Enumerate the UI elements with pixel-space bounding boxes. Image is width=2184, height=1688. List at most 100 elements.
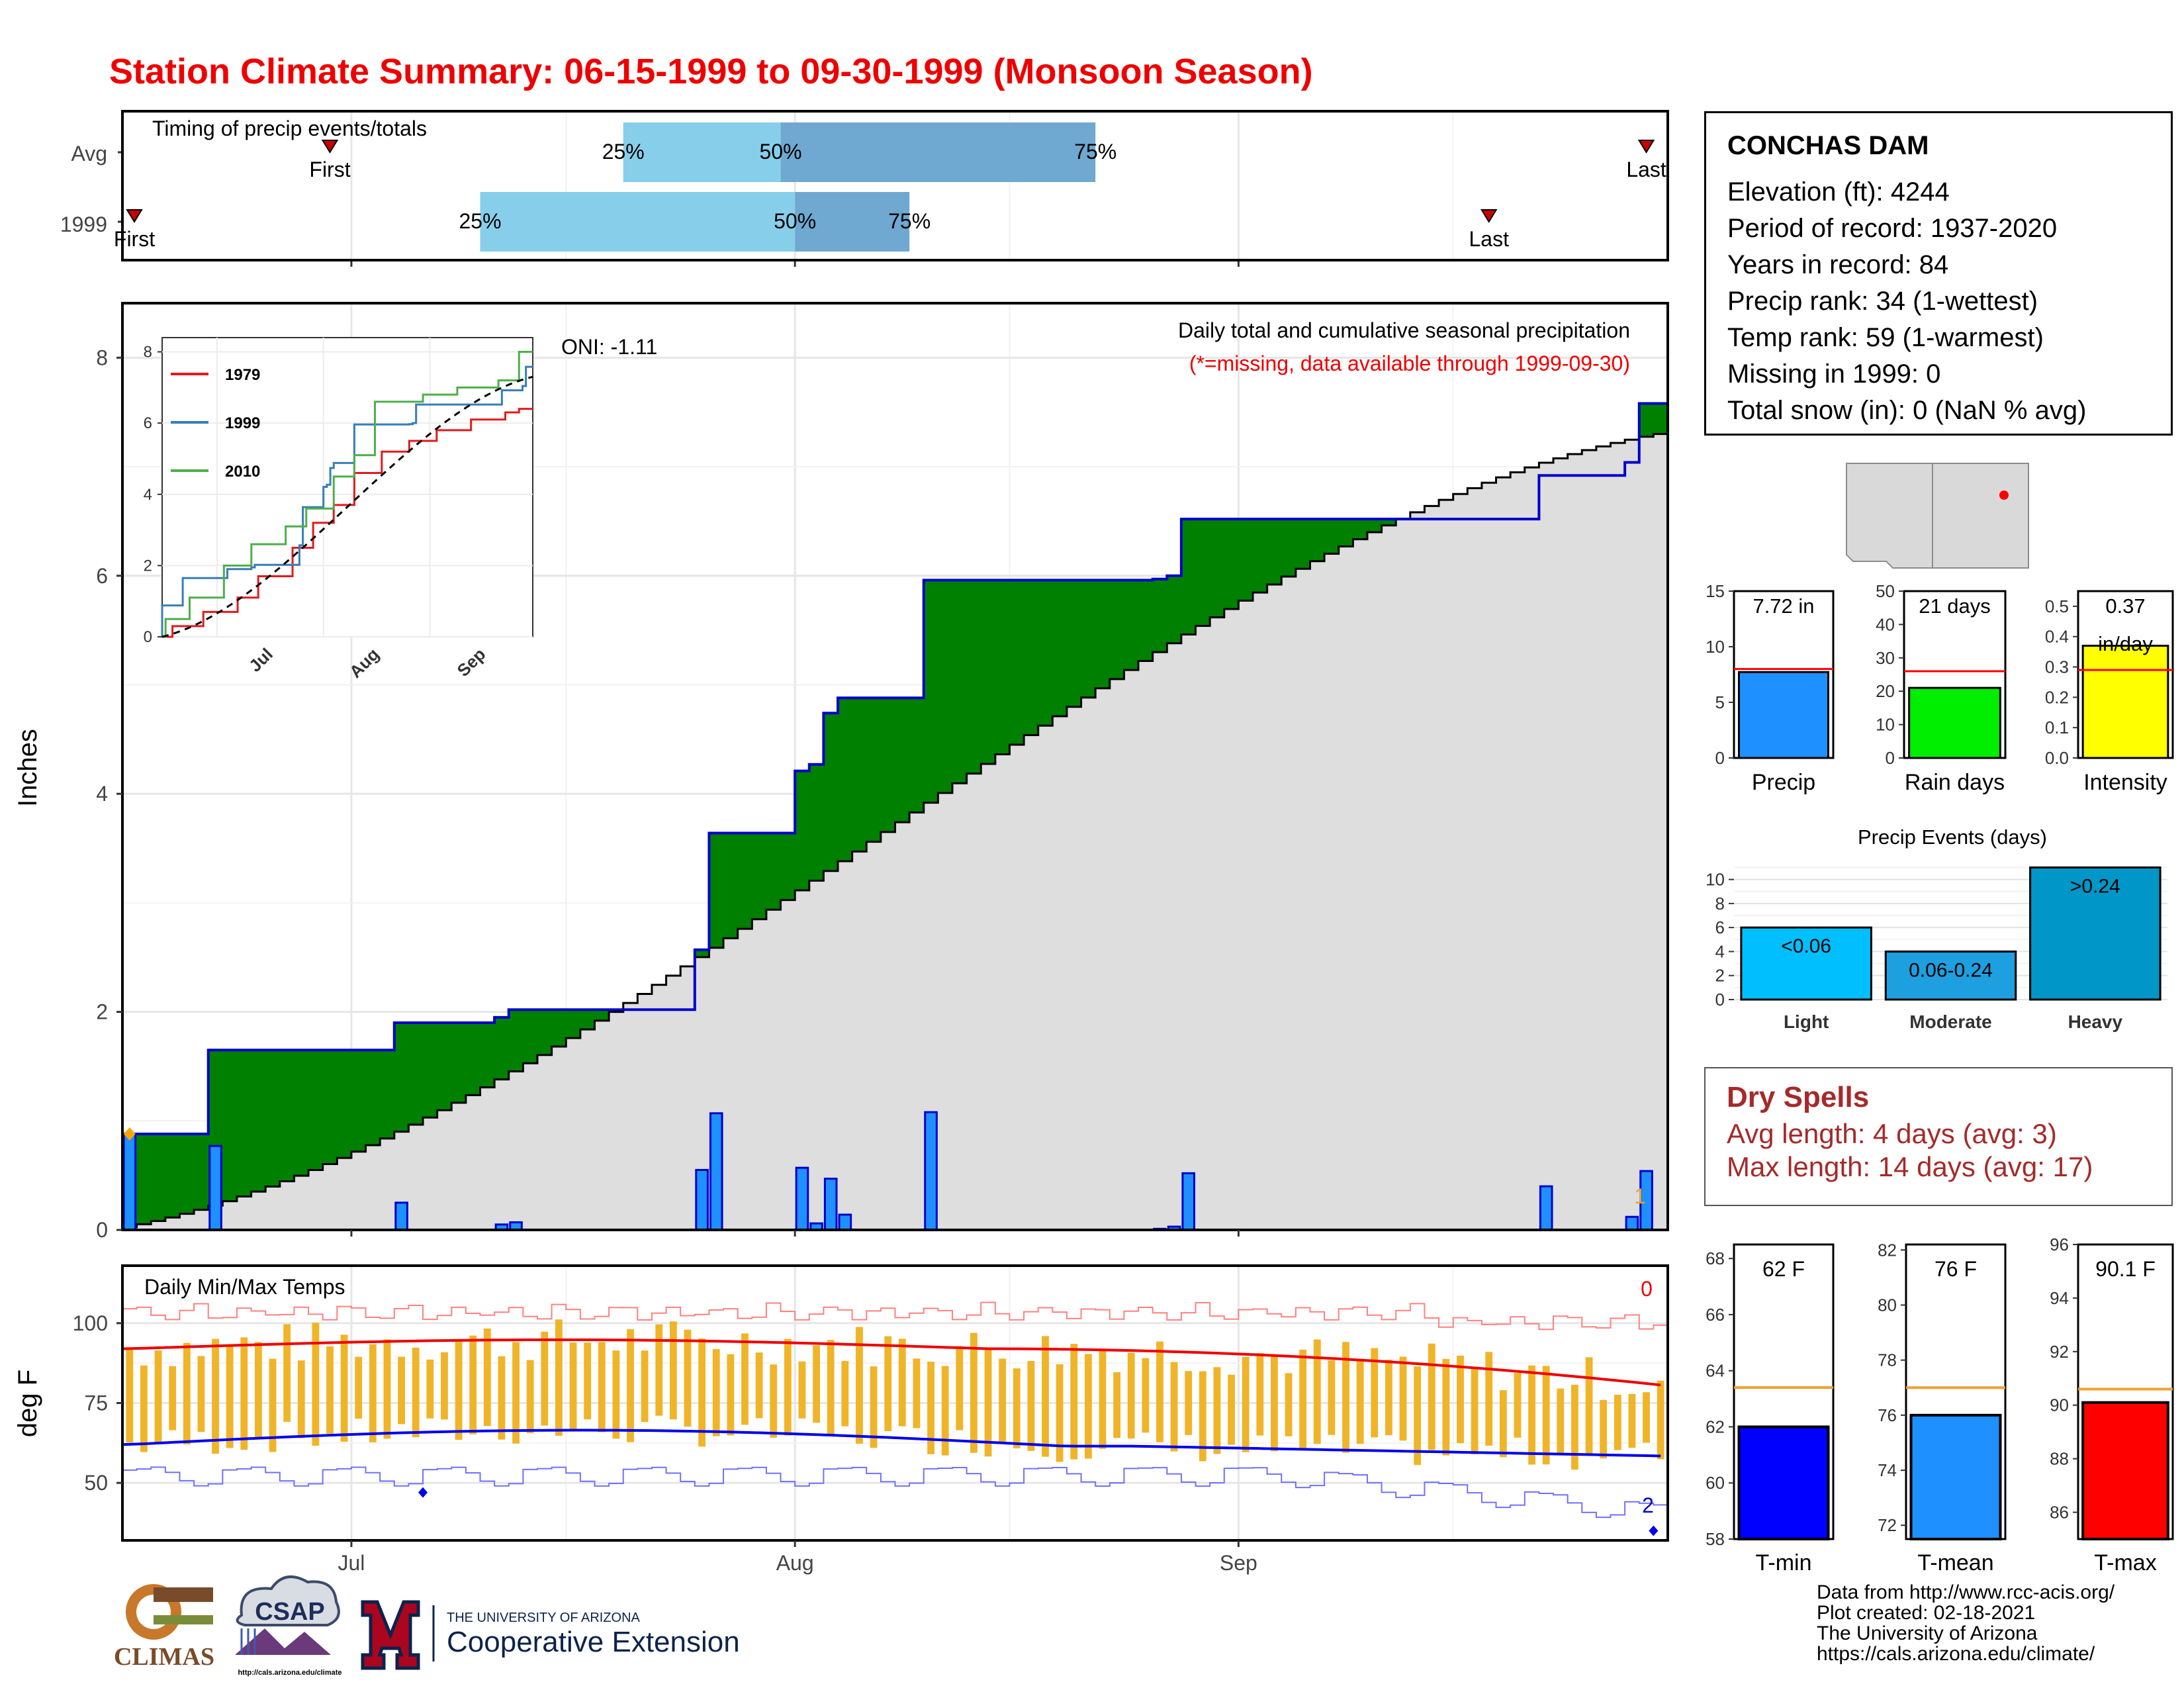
inset-legend: 1979 1999 2010 [171, 366, 260, 481]
temp-summary-tick-label: 72 [1878, 1515, 1897, 1535]
daily-temp-bar [927, 1362, 934, 1454]
daily-temp-bar [612, 1350, 620, 1439]
temp-min-count: 2 [1642, 1493, 1654, 1517]
daily-temp-bar [1643, 1392, 1650, 1443]
timing-marker-triangle [321, 140, 339, 154]
daily-temp-bar [1457, 1355, 1464, 1444]
daily-temp-bar [1027, 1360, 1035, 1451]
daily-temp-bar [1514, 1372, 1522, 1438]
daily-temp-bar [1199, 1371, 1206, 1462]
daily-temp-bar [426, 1359, 434, 1419]
inset-legend-label: 2010 [225, 463, 260, 481]
inset-legend-label: 1979 [225, 366, 260, 384]
dry-spells-max: Max length: 14 days (avg: 17) [1727, 1151, 2093, 1182]
temp-panel: 50 75 100 Daily Min/Max Temps deg F 0 2 Ju… [13, 1264, 1669, 1575]
temp-summary-tick-label: 82 [1878, 1240, 1897, 1260]
temp-summary-tick-label: 66 [1706, 1305, 1725, 1325]
inset-average-line [161, 375, 533, 638]
inset-y-tick-label: 4 [144, 486, 152, 504]
daily-precip-bar [1539, 1185, 1553, 1231]
daily-temp-bar [1356, 1360, 1364, 1444]
credit-line: Data from http://www.rcc-acis.org/ [1817, 1581, 2115, 1603]
daily-temp-bar [627, 1329, 634, 1442]
summary-value-unit: in/day [2098, 632, 2153, 655]
daily-temp-bar [1385, 1360, 1392, 1436]
timing-marker-triangle [1480, 209, 1498, 223]
daily-temp-bar [1185, 1371, 1193, 1435]
daily-temp-bar [1142, 1358, 1150, 1433]
events-tick-label: 8 [1715, 894, 1725, 914]
daily-temp-bar [1228, 1374, 1235, 1445]
summary-value-label: 0.37 [2105, 594, 2145, 618]
daily-temp-bar [956, 1346, 964, 1430]
precip-y-axis-label: Inches [13, 729, 42, 807]
precip-y-tick-label: 0 [96, 1218, 108, 1242]
precip-panel: 0 2 4 6 8 Inches ONI: -1.11 Daily total and … [13, 302, 1669, 1242]
events-tick-label: 4 [1715, 941, 1725, 961]
temp-summary-tick-label: 76 [1878, 1405, 1897, 1425]
daily-temp-bar [212, 1338, 219, 1454]
daily-temp-bar [326, 1346, 334, 1434]
daily-temp-bar [870, 1366, 878, 1448]
daily-temp-bar [1328, 1360, 1336, 1435]
temp-summary-bar [2081, 1401, 2169, 1541]
temp-summary-bar [1737, 1425, 1830, 1540]
climas-logo: CLIMAS [114, 1584, 214, 1671]
temp-summary-bar [1909, 1413, 2002, 1541]
daily-temp-bar [541, 1331, 549, 1426]
ua-logo: A THE UNIVERSITY OF ARIZONA Cooperative … [361, 1600, 740, 1670]
csap-url: http://cals.arizona.edu/climate [238, 1669, 341, 1677]
events-bar-label: <0.06 [1781, 935, 1831, 957]
temp-missing-count: 0 [1641, 1277, 1653, 1301]
inset-lines [161, 351, 533, 638]
daily-precip-bar [394, 1201, 408, 1231]
daily-temp-bar [297, 1360, 305, 1438]
daily-temp-bar [970, 1333, 978, 1453]
state-map [1843, 462, 2029, 569]
inset-y-tick-label: 2 [144, 557, 152, 575]
summary-tick-label: 0 [1715, 748, 1725, 768]
timing-q25-label: 25% [459, 209, 501, 233]
daily-temp-bar [455, 1341, 463, 1440]
daily-temp-bar [569, 1342, 577, 1430]
daily-temp-bar [1528, 1365, 1536, 1465]
daily-precip-bar [122, 1133, 137, 1231]
timing-q75-label: 75% [888, 209, 931, 233]
events-bar [1884, 950, 2017, 1001]
summary-axis-label: Precip [1752, 770, 1815, 795]
month-tick-label: Sep [1220, 1551, 1257, 1575]
record-max-line [122, 1301, 1668, 1331]
timing-q50-q75-bar [795, 192, 910, 252]
summary-axis-label: Intensity [2083, 770, 2167, 795]
daily-temp-bar [140, 1365, 148, 1452]
timing-q50-label: 50% [760, 140, 802, 164]
average-min-line [122, 1429, 1661, 1458]
daily-temp-bar [1084, 1354, 1092, 1459]
daily-temp-bar [999, 1358, 1007, 1444]
daily-temp-bar [898, 1338, 906, 1427]
daily-temp-bar [355, 1356, 363, 1419]
timing-q25-q50-bar [623, 122, 781, 182]
summary-tick-label: 30 [1876, 648, 1895, 668]
precip-y-tick-label: 2 [96, 1000, 108, 1024]
daily-temp-bar [727, 1354, 735, 1436]
timing-q25-q50-bar [480, 192, 796, 252]
daily-temp-bar [226, 1345, 234, 1448]
temp-y-axis-label: deg F [13, 1370, 42, 1437]
logo-row: CLIMAS CSAP http://cals.arizona.edu/clim… [114, 1575, 740, 1677]
temp-summary-axis-label: T-max [2094, 1550, 2156, 1575]
daily-temp-bar [254, 1342, 262, 1439]
daily-temp-bar [340, 1335, 348, 1442]
daily-temp-bar [512, 1342, 520, 1444]
inset-line-1999 [161, 365, 533, 637]
summary-tick-label: 20 [1876, 681, 1895, 701]
daily-temp-bar [884, 1336, 892, 1431]
cumulative-areas [122, 402, 1668, 1231]
daily-temp-bar [827, 1340, 835, 1436]
events-title: Precip Events (days) [1858, 825, 2047, 849]
daily-temp-bar [1070, 1344, 1078, 1460]
timing-first-label: First [114, 227, 155, 251]
temp-summary-tick-label: 96 [2050, 1235, 2069, 1254]
daily-temp-bar [269, 1358, 277, 1452]
